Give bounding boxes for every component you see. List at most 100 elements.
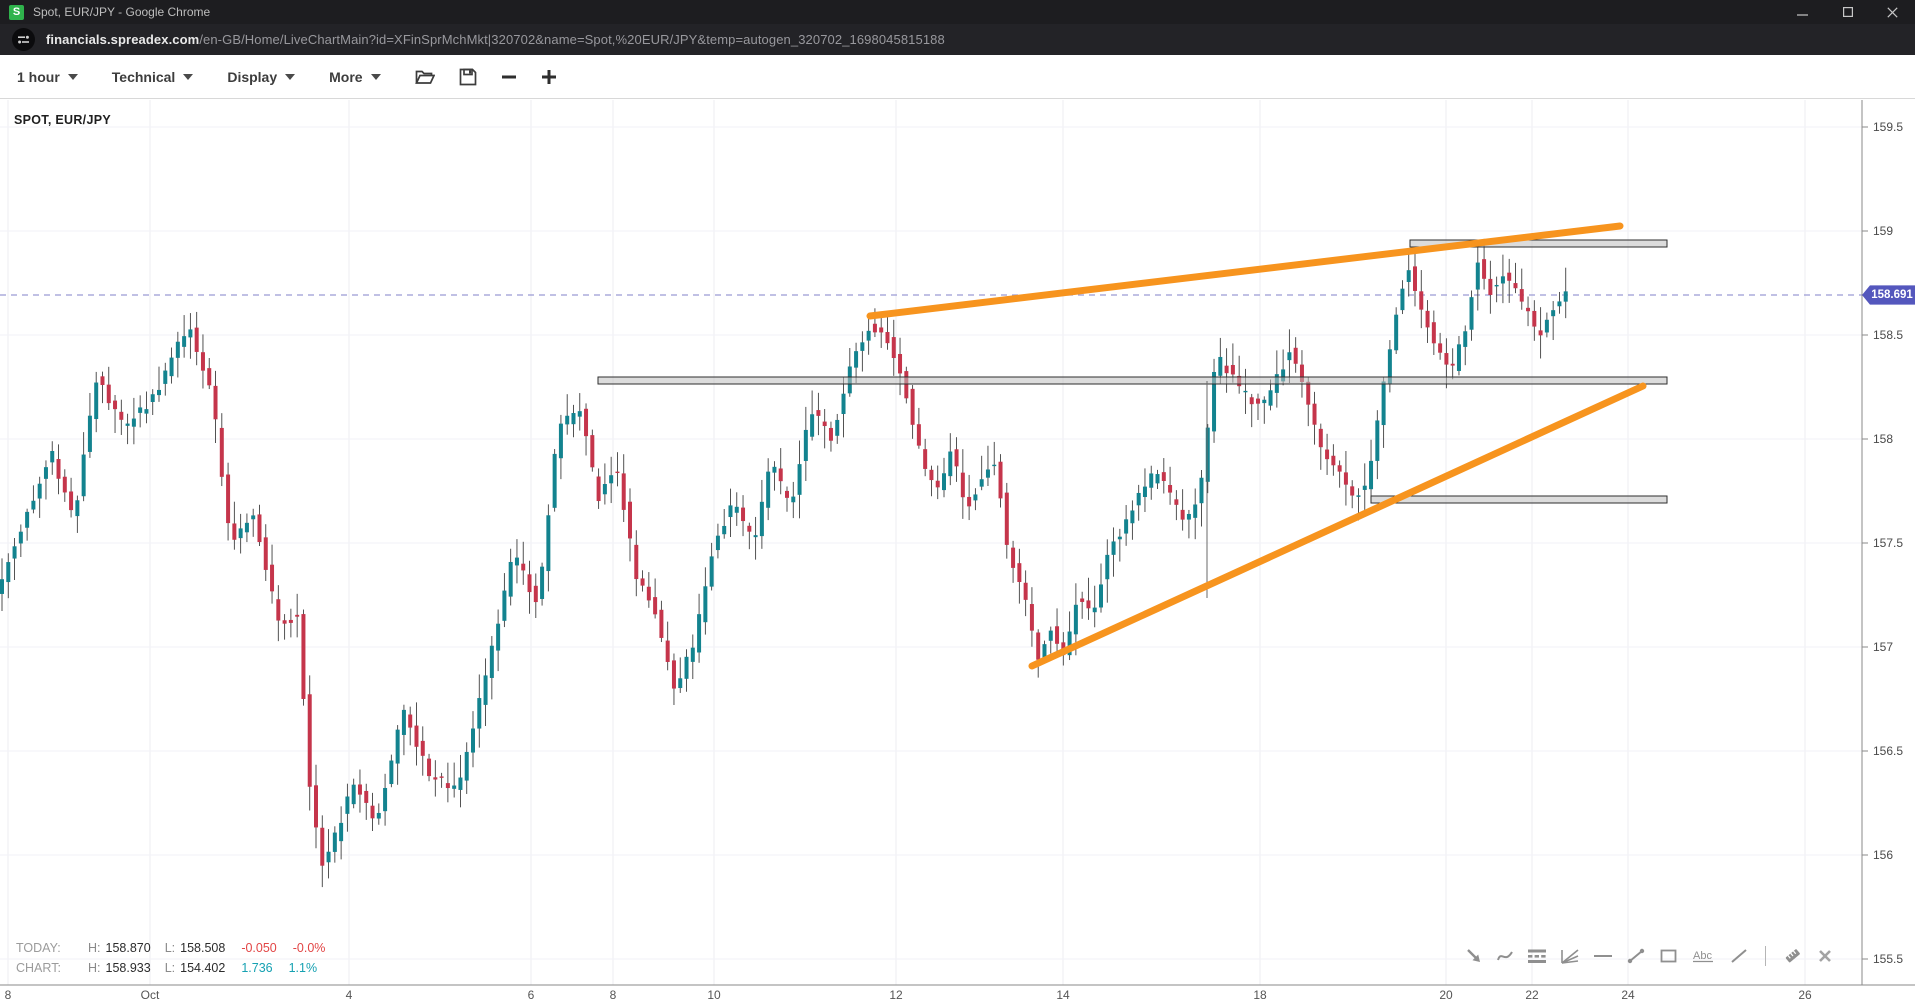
candle-body-up	[1400, 288, 1405, 311]
fibonacci-tool-button[interactable]	[1527, 947, 1547, 965]
ruler-tool-button[interactable]	[1782, 946, 1804, 966]
fan-tool-button[interactable]	[1560, 947, 1580, 965]
horizontal-level-drawing[interactable]	[1370, 495, 1668, 504]
date-tick-label: 6	[528, 988, 535, 1002]
candle-body-up	[1456, 344, 1461, 371]
curve-icon	[1497, 951, 1513, 961]
candle	[1532, 300, 1537, 341]
candle-body-up	[684, 656, 689, 679]
candle-body-up	[841, 393, 846, 415]
candle-body-down	[822, 421, 827, 427]
date-tick-label: 10	[707, 988, 721, 1002]
candle	[339, 806, 344, 860]
candle	[94, 371, 99, 433]
candle	[621, 454, 626, 522]
more-dropdown[interactable]: More	[329, 69, 381, 85]
zoom-out-button[interactable]	[501, 69, 517, 85]
candle	[69, 477, 74, 518]
candle	[1369, 439, 1374, 498]
price-tick-label: 157.5	[1873, 536, 1903, 550]
display-dropdown[interactable]: Display	[227, 69, 296, 85]
minimize-button[interactable]	[1780, 0, 1825, 24]
trendline-upper[interactable]	[866, 222, 1624, 320]
candle	[684, 649, 689, 692]
candle-body-up	[1544, 319, 1549, 333]
maximize-button[interactable]	[1825, 0, 1870, 24]
zoom-in-button[interactable]	[541, 69, 557, 85]
price-tick-label: 156	[1873, 848, 1893, 862]
candle	[270, 544, 275, 604]
candle	[157, 366, 161, 402]
price-chart-canvas[interactable]: 159.5 159 158.5 158 157.5 157 156.5 156 155.5 8 Oc…	[0, 100, 1915, 1005]
delete-drawing-button[interactable]	[1817, 948, 1833, 964]
cursor-tool-button[interactable]	[1465, 947, 1483, 965]
candle-body-down	[1023, 582, 1028, 600]
candle	[401, 704, 406, 756]
address-url[interactable]: financials.spreadex.com/en-GB/Home/LiveC…	[46, 32, 945, 47]
trendline-lower[interactable]	[1028, 382, 1647, 670]
candle-body-down	[1168, 485, 1173, 493]
line-tool-button[interactable]	[1729, 947, 1749, 965]
date-tick-label: 4	[346, 988, 353, 1002]
technical-dropdown[interactable]: Technical	[112, 69, 194, 85]
candle	[188, 313, 193, 359]
candle	[1387, 340, 1392, 393]
candle	[301, 609, 306, 706]
candle-body-up	[251, 515, 256, 520]
candle	[489, 636, 494, 700]
horizontal-level-drawing[interactable]	[1409, 239, 1668, 248]
candle-body-up	[703, 586, 708, 623]
candle-body-up	[558, 423, 563, 459]
horizontal-level-drawing[interactable]	[597, 376, 1668, 385]
rectangle-tool-button[interactable]	[1659, 947, 1679, 965]
candle-body-up	[772, 466, 777, 473]
maximize-icon	[1842, 7, 1853, 17]
candle	[929, 465, 934, 497]
candle	[320, 815, 325, 888]
candle-body-up	[1281, 369, 1286, 382]
candle-body-up	[376, 812, 381, 819]
candle	[785, 486, 789, 512]
candle-body-up	[1199, 477, 1204, 504]
candle-body-down	[910, 388, 915, 425]
candle-body-down	[320, 827, 325, 866]
date-tick-label: 24	[1621, 988, 1635, 1002]
candle-body-up	[496, 623, 501, 651]
candle	[772, 461, 777, 491]
candle-body-down	[527, 574, 532, 593]
candle-body-up	[697, 614, 702, 653]
interval-dropdown[interactable]: 1 hour	[17, 69, 78, 85]
candle	[471, 711, 475, 768]
candle	[904, 366, 909, 404]
curve-tool-button[interactable]	[1496, 947, 1514, 965]
candle-body-down	[420, 740, 425, 756]
chevron-down-icon	[183, 73, 194, 80]
chart-stats-row: CHART: H: 158.933 L: 154.402 1.736 1.1%	[16, 958, 325, 978]
chart-area: 159.5 159 158.5 158 157.5 157 156.5 156 155.5 8 Oc…	[0, 100, 1915, 1005]
date-axis[interactable]: 8 Oct 4 6 8 10 12 14 18 20 22 24 26	[5, 988, 1812, 1002]
price-axis[interactable]: 159.5 159 158.5 158 157.5 157 156.5 156 155.5	[1862, 120, 1903, 966]
candle	[1023, 570, 1028, 617]
candle-body-up	[1387, 349, 1392, 384]
candle-body-up	[6, 562, 11, 583]
save-chart-button[interactable]	[459, 68, 477, 86]
candle	[609, 456, 614, 504]
candle	[728, 488, 733, 537]
trend-line-tool-button[interactable]	[1626, 947, 1646, 965]
candle-body-up	[791, 496, 796, 503]
candle-body-up	[477, 698, 482, 729]
site-info-icon[interactable]	[12, 28, 35, 51]
today-stats-row: TODAY: H: 158.870 L: 158.508 -0.050 -0.0…	[16, 938, 325, 958]
candle-body-down	[898, 354, 903, 374]
candle	[295, 593, 300, 638]
candle-body-up	[31, 500, 36, 510]
close-button[interactable]	[1870, 0, 1915, 24]
candle	[778, 448, 783, 495]
text-tool-button[interactable]: Abc	[1692, 947, 1716, 965]
candle	[841, 377, 846, 438]
horizontal-line-tool-button[interactable]	[1593, 947, 1613, 965]
candle-body-down	[1507, 272, 1512, 281]
candle-body-down	[439, 776, 444, 778]
open-chart-button[interactable]	[414, 68, 435, 86]
candle-body-down	[307, 694, 312, 787]
